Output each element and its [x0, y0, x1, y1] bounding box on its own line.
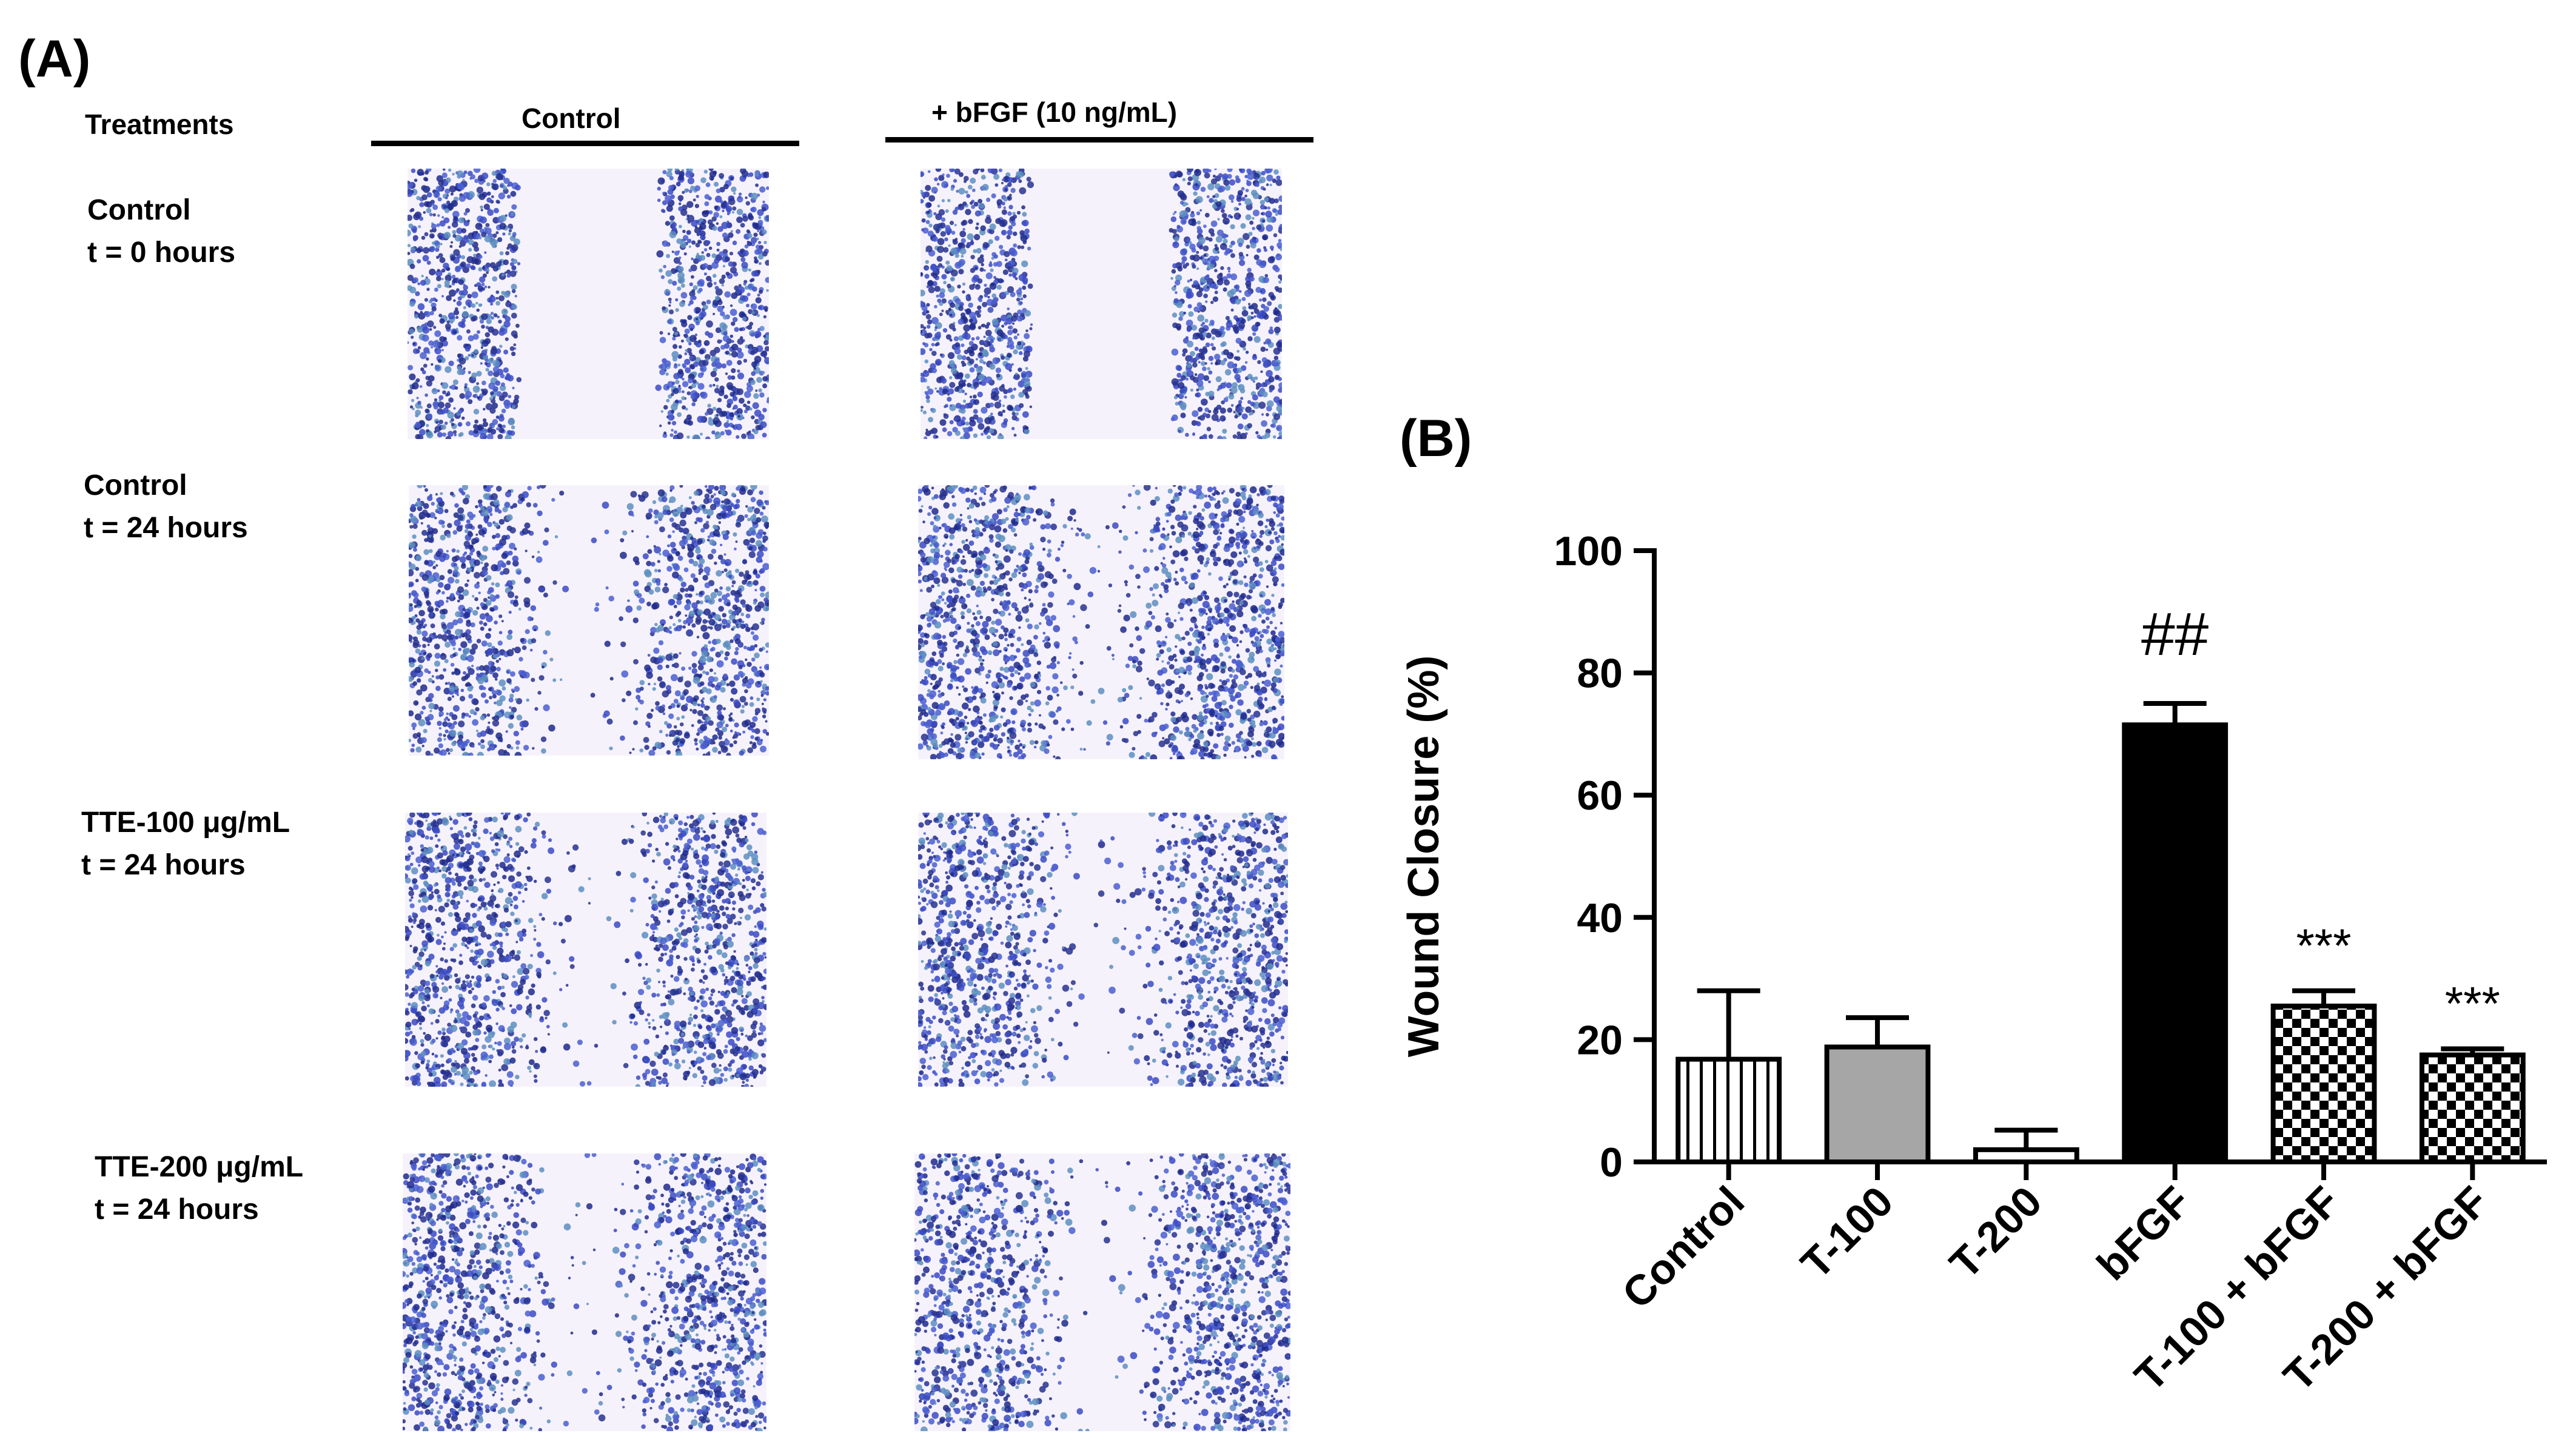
row-1-name: Control	[87, 194, 191, 226]
x-tick-label: bFGF	[2088, 1177, 2199, 1289]
row-1-time: t = 0 hours	[87, 237, 236, 269]
row-label-1: Control t = 0 hours	[87, 189, 235, 274]
row-4-time: t = 24 hours	[95, 1193, 259, 1226]
row-label-2: Control t = 24 hours	[84, 465, 248, 549]
significance-annotation: ***	[2296, 919, 2351, 972]
bar-t-100	[1824, 1044, 1931, 1164]
micrograph-tte200-svg	[403, 1153, 766, 1431]
x-tick-label: T-200	[1940, 1177, 2051, 1287]
row-2-time: t = 24 hours	[84, 512, 248, 544]
col-header-control: Control	[522, 102, 621, 134]
treatments-header: Treatments	[85, 109, 234, 140]
col-header-bfgf-rule	[885, 137, 1313, 143]
row-2-name: Control	[84, 469, 187, 502]
bar-bfgf	[2122, 722, 2229, 1164]
micrograph-bfgf-0h-svg	[921, 169, 1282, 439]
row-4-name: TTE-200 μg/mL	[95, 1151, 304, 1183]
micrograph-control-0h-svg	[408, 169, 769, 439]
micrograph-tte200-bfgf	[914, 1153, 1290, 1431]
bar-t-100-bfgf	[2270, 1003, 2377, 1164]
micrograph-tte200-bfgf-svg	[914, 1153, 1290, 1431]
y-tick-label: 80	[1577, 651, 1623, 697]
y-tick-label: 40	[1577, 895, 1623, 941]
y-tick-label: 100	[1554, 528, 1623, 574]
significance-annotation: ***	[2445, 977, 2500, 1030]
x-tick-label: T-100	[1792, 1177, 1902, 1287]
col-header-control-rule	[371, 141, 799, 146]
y-axis-label: Wound Closure (%)	[1400, 656, 1448, 1058]
significance-annotation: ##	[2141, 600, 2209, 668]
micrograph-tte100-bfgf	[918, 813, 1288, 1087]
bar-control	[1675, 1056, 1782, 1164]
y-tick-label: 60	[1577, 773, 1623, 819]
micrograph-tte100-bfgf-svg	[918, 813, 1288, 1087]
y-tick-label: 20	[1577, 1017, 1623, 1063]
col-header-bfgf: + bFGF (10 ng/mL)	[931, 96, 1178, 128]
row-3-name: TTE-100 μg/mL	[81, 807, 290, 839]
micrograph-tte100-svg	[405, 813, 766, 1087]
micrograph-bfgf-24h	[918, 485, 1284, 759]
row-label-4: TTE-200 μg/mL t = 24 hours	[95, 1146, 303, 1231]
micrograph-control-24h-svg	[409, 485, 769, 756]
micrograph-bfgf-24h-svg	[918, 485, 1284, 759]
micrograph-tte100	[405, 813, 766, 1087]
panel-a-label: (A)	[18, 30, 91, 88]
micrograph-control-0h	[408, 169, 769, 439]
micrograph-bfgf-0h	[921, 169, 1282, 439]
row-3-time: t = 24 hours	[81, 849, 246, 881]
micrograph-control-24h	[409, 485, 769, 756]
y-tick-label: 0	[1600, 1139, 1623, 1186]
x-tick-label: Control	[1613, 1177, 1753, 1317]
row-label-3: TTE-100 μg/mL t = 24 hours	[81, 802, 290, 887]
micrograph-tte200	[403, 1153, 766, 1431]
panel-b-label: (B)	[1400, 409, 1472, 468]
bar-t-200	[1973, 1147, 2079, 1164]
bar-t-200-bfgf	[2419, 1052, 2526, 1164]
